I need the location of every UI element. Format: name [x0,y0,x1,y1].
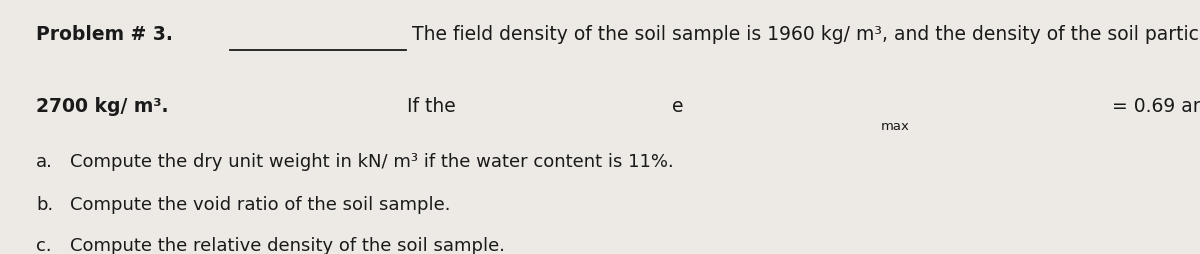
Text: Compute the relative density of the soil sample.: Compute the relative density of the soil… [70,236,505,254]
Text: b.: b. [36,196,53,214]
Text: c.: c. [36,236,52,254]
Text: The field density of the soil sample is 1960 kg/ m³, and the density of the soil: The field density of the soil sample is … [406,25,1200,44]
Text: If the: If the [401,97,461,116]
Text: = 0.69 and: = 0.69 and [1111,97,1200,116]
Text: e: e [672,97,684,116]
Text: Compute the void ratio of the soil sample.: Compute the void ratio of the soil sampl… [70,196,450,214]
Text: a.: a. [36,152,53,170]
Text: Compute the dry unit weight in kN/ m³ if the water content is 11%.: Compute the dry unit weight in kN/ m³ if… [70,152,673,170]
Text: Problem # 3.: Problem # 3. [36,25,173,44]
Text: max: max [881,119,910,132]
Text: 2700 kg/ m³.: 2700 kg/ m³. [36,97,168,116]
